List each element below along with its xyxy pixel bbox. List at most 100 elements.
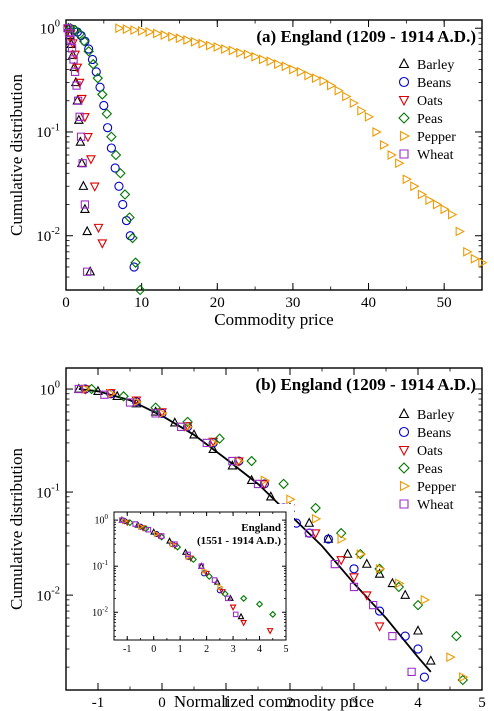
panel-a-title: (a) England (1209 - 1914 A.D.)	[256, 27, 476, 46]
panel-b-point-barley	[387, 577, 398, 588]
panel-a-point-oats	[67, 39, 78, 49]
panel-a-point-pepper	[228, 45, 239, 56]
panel-a-point-wheat	[67, 44, 77, 53]
inset-subtitle: (1551 - 1914 A.D.)	[197, 535, 281, 547]
panel-a-point-beans	[102, 123, 113, 133]
panel-b-point-pepper	[337, 534, 347, 545]
panel-a-legend-marker-pepper	[399, 130, 411, 142]
panel-a-point-pepper	[296, 66, 307, 77]
inset-title: England	[241, 522, 281, 534]
panel-a-point-pepper	[213, 41, 223, 52]
inset-point-barley	[237, 612, 245, 620]
panel-b-point-barley	[169, 417, 180, 427]
inset-point-beans	[200, 570, 208, 577]
panel-a-point-pepper	[327, 80, 337, 91]
panel-b-legend-marker-wheat	[399, 499, 409, 509]
panel-a-point-pepper	[153, 28, 163, 39]
panel-b-y-tick-label: 10-1	[36, 483, 60, 502]
panel-a-point-beans	[110, 163, 120, 173]
panel-a-point-barley	[64, 29, 75, 40]
panel-a-point-pepper	[319, 76, 329, 86]
panel-b-legend-label-oats: Oats	[417, 444, 443, 459]
panel-a-point-pepper	[402, 174, 413, 185]
panel-b-point-barley	[93, 385, 103, 396]
panel-a-point-pepper	[455, 226, 465, 237]
panel-b-title: (b) England (1209 - 1914 A.D.)	[255, 375, 476, 394]
panel-a-point-pepper	[470, 253, 481, 264]
panel-a-point-pepper	[448, 209, 458, 220]
panel-b-point-wheat	[202, 438, 211, 448]
panel-a: 0 10 20 30 40 50 100 10-1 10-2 (a) England (1209…	[7, 19, 488, 329]
panel-b-point-wheat	[151, 409, 160, 418]
panel-a-point-pepper	[478, 257, 488, 268]
panel-b-point-oats	[336, 556, 347, 566]
inset-point-wheat	[158, 533, 165, 539]
panel-a-point-peas	[83, 45, 94, 57]
panel-b-point-wheat	[407, 667, 416, 677]
panel-b-point-oats	[182, 422, 193, 432]
panel-a-legend-marker-barley	[398, 57, 410, 69]
panel-a-point-beans	[87, 54, 98, 65]
inset-point-pepper	[122, 517, 129, 525]
panel-b-point-wheat	[330, 559, 339, 569]
panel-a-point-wheat	[72, 81, 81, 90]
panel-b-legend-label-wheat: Wheat	[417, 498, 454, 513]
panel-a-point-peas	[110, 149, 122, 161]
panel-b-x-tick-label: 4	[414, 695, 422, 711]
panel-b-point-peas	[451, 630, 462, 642]
panel-a-point-oats	[93, 223, 104, 234]
panel-b-legend-label-beans: Beans	[417, 426, 451, 441]
panel-b-x-tick-label: 3	[350, 695, 358, 711]
panel-b-point-beans	[413, 644, 423, 654]
panel-a-legend-label-peas: Peas	[417, 112, 443, 127]
panel-b-point-barley	[425, 655, 436, 665]
inset-point-peas	[205, 572, 213, 580]
inset-x-tick-label: 1	[178, 644, 183, 655]
panel-a-point-pepper	[266, 56, 276, 67]
panel-b-point-wheat	[305, 528, 314, 538]
panel-b-point-peas	[182, 416, 193, 428]
inset-point-wheat	[172, 541, 178, 547]
panel-b-point-pepper	[375, 563, 386, 574]
panel-a-point-oats	[89, 182, 100, 192]
inset-point-oats	[203, 570, 211, 578]
panel-b-point-wheat	[253, 479, 263, 489]
panel-b-legend-marker-pepper	[399, 480, 411, 492]
panel-a-y-tick-label: 10-2	[36, 226, 60, 245]
panel-a-x-tick-label: 40	[361, 295, 376, 311]
panel-b-point-beans	[400, 631, 410, 641]
inset-point-wheat	[145, 526, 152, 533]
panel-b-point-beans	[419, 672, 430, 682]
panel-b-point-barley	[189, 429, 199, 439]
panel-b-point-barley	[413, 625, 423, 635]
inset-x-tick-label: 4	[257, 644, 262, 655]
panel-b-point-peas	[150, 402, 161, 413]
panel-a-point-pepper	[198, 38, 208, 49]
panel-a-x-tick-label: 20	[210, 295, 225, 311]
panel-a-point-pepper	[251, 51, 261, 62]
panel-a-point-pepper	[243, 49, 254, 60]
panel-a-point-beans	[95, 82, 105, 92]
panel-b-point-oats	[105, 389, 116, 399]
panel-a-point-beans	[121, 215, 132, 226]
panel-a-point-pepper	[160, 30, 171, 40]
panel-a-point-oats	[85, 155, 96, 165]
panel-a-point-pepper	[357, 105, 367, 116]
panel-b-point-barley	[304, 517, 315, 527]
panel-b-point-pepper	[459, 672, 469, 683]
panel-b-point-peas	[310, 502, 321, 514]
inset-x-tick-label: 5	[284, 644, 289, 655]
panel-a-x-tick-label: 0	[62, 295, 70, 311]
panel-b-plot-frame	[65, 367, 483, 691]
panel-b-point-pepper	[420, 594, 431, 605]
panel-a-point-pepper	[175, 33, 186, 44]
panel-a-point-pepper	[130, 25, 140, 36]
inset-point-oats	[266, 628, 274, 635]
inset-point-wheat	[185, 551, 191, 558]
panel-a-point-pepper	[410, 181, 420, 192]
panel-b-point-barley	[208, 443, 219, 454]
panel-a-point-beans	[114, 181, 124, 191]
panel-a-point-peas	[130, 257, 141, 268]
panel-a-point-pepper	[190, 36, 201, 47]
